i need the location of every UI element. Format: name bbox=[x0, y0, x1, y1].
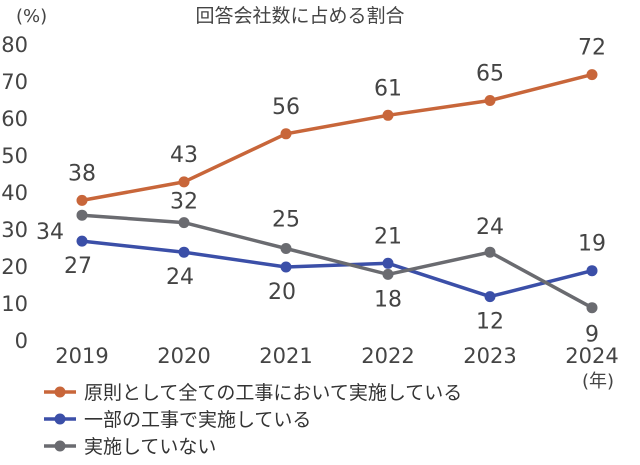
plot-area bbox=[76, 69, 598, 314]
data-label: 43 bbox=[170, 143, 198, 168]
y-tick-label: 10 bbox=[1, 292, 28, 316]
y-axis: 0 10 20 30 40 50 60 70 80 bbox=[1, 33, 28, 353]
x-tick-label: 2019 bbox=[55, 344, 108, 368]
data-label: 21 bbox=[374, 224, 402, 249]
data-point bbox=[280, 243, 292, 254]
x-tick-label: 2021 bbox=[259, 344, 312, 368]
data-point bbox=[280, 128, 292, 140]
legend-marker-3 bbox=[54, 440, 66, 452]
legend-marker-1 bbox=[54, 386, 66, 398]
series-line-1 bbox=[80, 72, 594, 203]
data-point bbox=[382, 109, 394, 121]
y-tick-label: 50 bbox=[1, 144, 28, 168]
data-point bbox=[76, 235, 88, 247]
data-label: 19 bbox=[578, 232, 606, 257]
data-label: 32 bbox=[170, 190, 198, 215]
data-label: 72 bbox=[578, 36, 606, 61]
x-tick-label: 2023 bbox=[463, 344, 516, 368]
data-point bbox=[76, 209, 88, 221]
data-label: 20 bbox=[268, 280, 296, 305]
legend-label-2: 一部の工事で実施している bbox=[84, 409, 311, 431]
data-point bbox=[484, 291, 496, 303]
x-axis-unit: (年) bbox=[582, 371, 614, 392]
data-label: 65 bbox=[476, 62, 504, 87]
y-tick-label: 30 bbox=[1, 218, 28, 242]
y-tick-label: 80 bbox=[1, 33, 28, 57]
data-labels: 38 43 56 61 65 72 27 24 20 21 12 19 34 32 25 18 24 9 bbox=[36, 36, 606, 348]
data-point bbox=[382, 257, 394, 269]
legend-label-1: 原則として全ての工事において実施している bbox=[84, 382, 462, 404]
data-label: 24 bbox=[166, 265, 194, 290]
y-tick-label: 20 bbox=[1, 255, 28, 279]
data-point bbox=[484, 95, 496, 106]
data-point bbox=[178, 246, 190, 258]
data-label: 18 bbox=[374, 287, 402, 312]
data-label: 27 bbox=[64, 254, 92, 279]
y-tick-label: 60 bbox=[1, 107, 28, 131]
data-point bbox=[178, 176, 190, 188]
data-label: 9 bbox=[585, 323, 599, 348]
data-point bbox=[280, 261, 292, 273]
data-label: 24 bbox=[476, 215, 504, 240]
data-label: 61 bbox=[374, 76, 402, 101]
x-tick-label: 2024 bbox=[565, 344, 618, 368]
series-line-3 bbox=[80, 213, 594, 310]
y-axis-unit: (%) bbox=[16, 6, 47, 27]
y-tick-label: 70 bbox=[1, 70, 28, 94]
x-tick-label: 2022 bbox=[361, 344, 414, 368]
data-point bbox=[382, 268, 394, 280]
y-tick-label: 40 bbox=[1, 181, 28, 205]
data-label: 56 bbox=[272, 95, 300, 120]
x-tick-label: 2020 bbox=[157, 344, 210, 368]
data-point bbox=[586, 302, 598, 314]
data-label: 34 bbox=[36, 220, 64, 245]
data-point bbox=[484, 246, 496, 258]
data-label: 38 bbox=[68, 161, 96, 186]
data-point bbox=[178, 217, 190, 229]
data-point bbox=[586, 69, 598, 81]
legend-marker-2 bbox=[54, 413, 66, 425]
y-tick-label: 0 bbox=[15, 329, 28, 353]
data-point bbox=[586, 265, 598, 277]
chart-title: 回答会社数に占める割合 bbox=[195, 5, 404, 27]
data-label: 12 bbox=[476, 310, 504, 335]
series-line-2 bbox=[80, 239, 594, 299]
data-point bbox=[76, 194, 88, 206]
x-axis: 2019 2020 2021 2022 2023 2024 bbox=[55, 344, 618, 368]
data-label: 25 bbox=[272, 208, 300, 233]
legend-label-3: 実施していない bbox=[84, 436, 216, 458]
